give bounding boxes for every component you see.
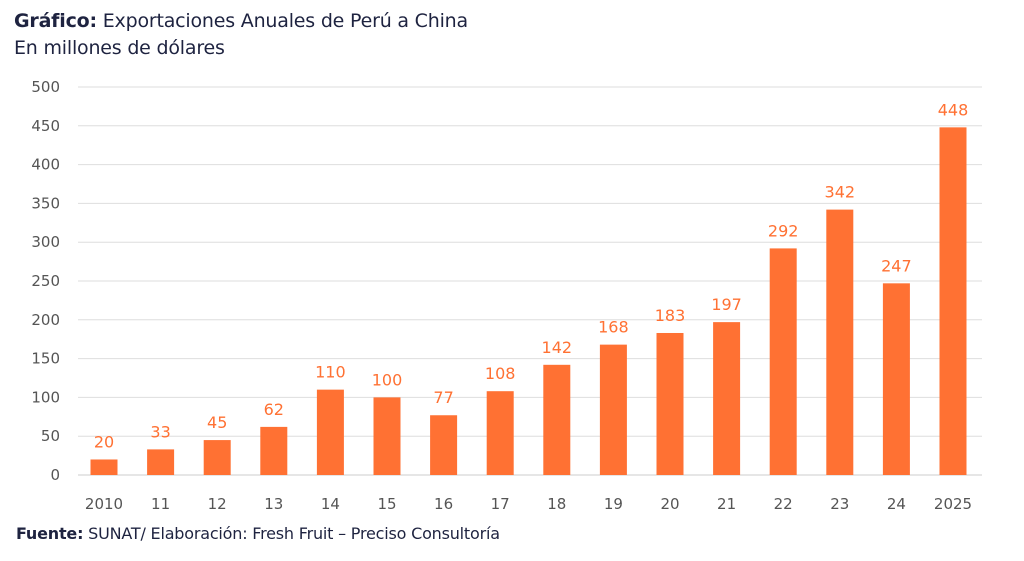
y-tick-label: 150 — [31, 350, 60, 368]
y-tick-label: 450 — [31, 117, 60, 135]
x-tick-label: 16 — [434, 495, 453, 513]
bar-15 — [373, 397, 401, 475]
y-tick-label: 350 — [31, 194, 60, 212]
bar-2025 — [939, 127, 967, 476]
source-text: SUNAT/ Elaboración: Fresh Fruit – Precis… — [88, 524, 500, 543]
source-note: Fuente: SUNAT/ Elaboración: Fresh Fruit … — [16, 524, 500, 543]
x-tick-label: 18 — [547, 495, 566, 513]
data-label: 247 — [881, 256, 912, 275]
y-tick-label: 400 — [31, 156, 60, 174]
bar-23 — [826, 209, 854, 475]
data-label: 77 — [433, 388, 453, 407]
data-label: 292 — [768, 221, 799, 240]
bar-20 — [656, 332, 684, 475]
data-label: 142 — [542, 338, 573, 357]
bar-22 — [769, 248, 797, 475]
data-label: 110 — [315, 363, 346, 382]
chart-title: Gráfico: Exportaciones Anuales de Perú a… — [14, 8, 468, 62]
bar-11 — [147, 449, 175, 475]
data-label: 448 — [938, 100, 969, 119]
bar-24 — [882, 283, 910, 475]
data-label: 62 — [264, 400, 284, 419]
data-label: 168 — [598, 318, 629, 337]
y-tick-label: 50 — [41, 427, 60, 445]
y-tick-label: 200 — [31, 311, 60, 329]
x-tick-label: 2010 — [85, 495, 123, 513]
x-tick-label: 24 — [887, 495, 906, 513]
bar-18 — [543, 364, 571, 475]
x-tick-label: 19 — [604, 495, 623, 513]
bar-12 — [203, 440, 231, 475]
x-tick-label: 13 — [264, 495, 283, 513]
bar-19 — [599, 344, 627, 475]
source-prefix: Fuente: — [16, 524, 84, 543]
bar-2010 — [90, 459, 118, 475]
chart-subtitle: En millones de dólares — [14, 37, 225, 59]
data-label: 20 — [94, 432, 114, 451]
data-label: 45 — [207, 413, 227, 432]
x-tick-label: 21 — [717, 495, 736, 513]
x-tick-label: 14 — [321, 495, 340, 513]
x-tick-label: 23 — [830, 495, 849, 513]
y-tick-label: 300 — [31, 233, 60, 251]
data-label: 197 — [711, 295, 742, 314]
bar-13 — [260, 426, 288, 475]
x-tick-label: 20 — [660, 495, 679, 513]
bar-21 — [713, 322, 741, 475]
x-tick-label: 2025 — [934, 495, 972, 513]
bar-14 — [316, 389, 344, 475]
data-label: 108 — [485, 364, 516, 383]
y-tick-label: 500 — [31, 78, 60, 96]
x-tick-label: 17 — [491, 495, 510, 513]
data-label: 342 — [825, 183, 856, 202]
y-tick-label: 100 — [31, 388, 60, 406]
x-tick-label: 22 — [774, 495, 793, 513]
y-tick-label: 0 — [50, 466, 60, 484]
data-label: 183 — [655, 306, 686, 325]
y-tick-label: 250 — [31, 272, 60, 290]
title-text: Exportaciones Anuales de Perú a China — [102, 10, 468, 32]
data-label: 33 — [150, 422, 170, 441]
x-tick-label: 12 — [208, 495, 227, 513]
title-prefix: Gráfico: — [14, 10, 97, 32]
bar-16 — [430, 415, 458, 475]
x-tick-label: 11 — [151, 495, 170, 513]
bar-17 — [486, 391, 514, 475]
data-label: 100 — [372, 370, 403, 389]
x-tick-label: 15 — [377, 495, 396, 513]
